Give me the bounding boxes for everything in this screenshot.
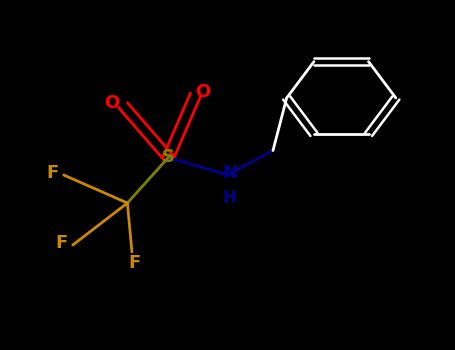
Text: O: O bbox=[195, 83, 210, 101]
Text: F: F bbox=[128, 253, 140, 272]
Text: F: F bbox=[56, 234, 67, 252]
Text: N: N bbox=[222, 164, 237, 182]
Text: H: H bbox=[223, 189, 237, 207]
Text: F: F bbox=[46, 164, 58, 182]
Text: O: O bbox=[104, 94, 119, 112]
Text: S: S bbox=[162, 148, 175, 167]
